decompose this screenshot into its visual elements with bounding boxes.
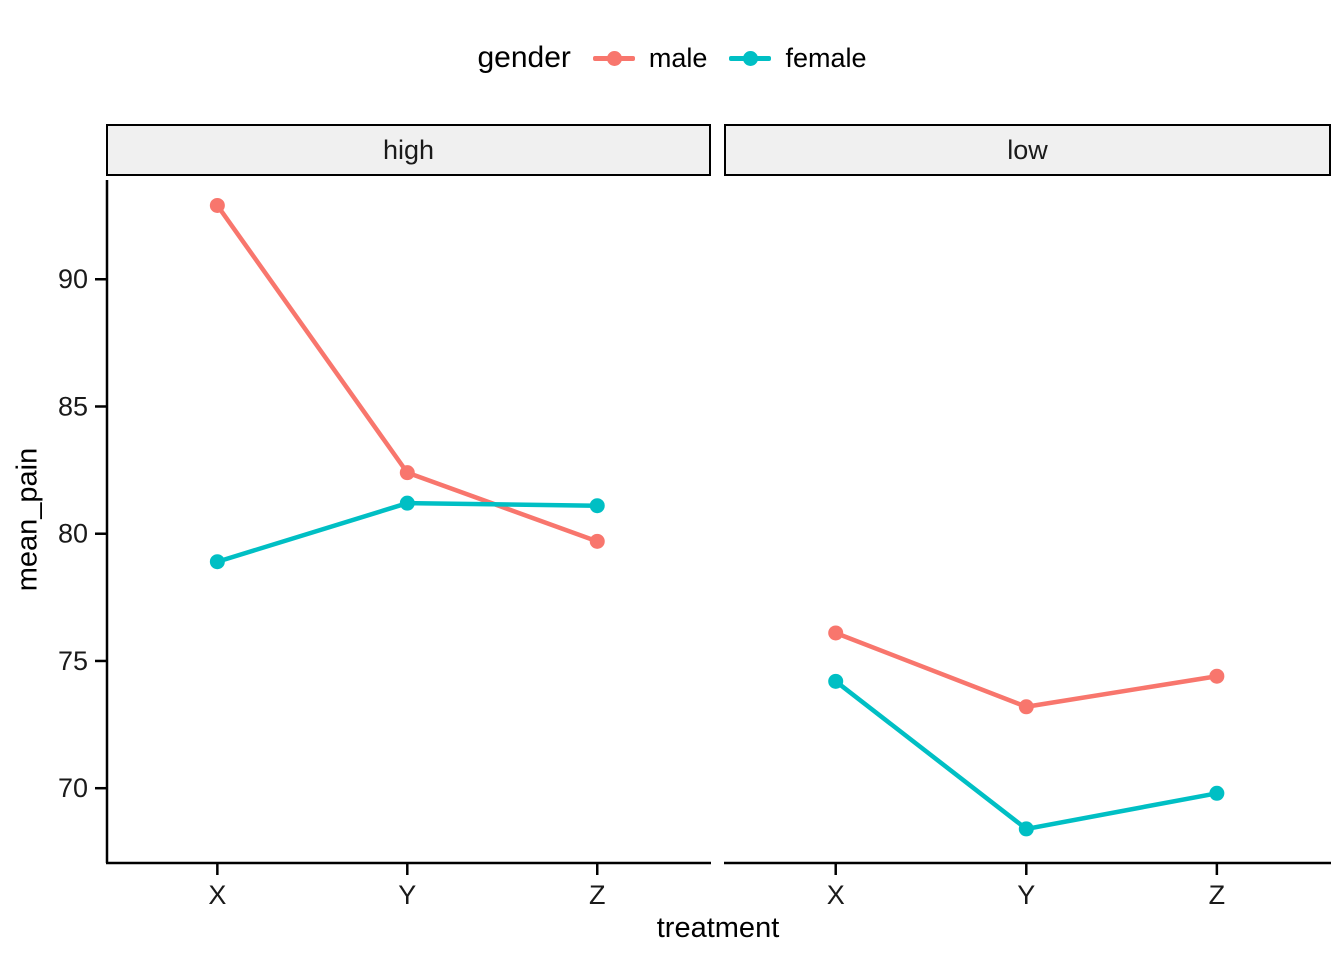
x-tick-label: X: [208, 880, 226, 910]
female-line-point-icon: [729, 43, 772, 73]
series-line-male-low: [833, 630, 1220, 710]
x-tick-label: Z: [589, 880, 606, 910]
y-tick-label: 80: [58, 519, 88, 549]
x-axis-title: treatment: [656, 912, 780, 944]
data-point-female-high-Z: [589, 498, 605, 514]
legend-title: gender: [477, 41, 571, 74]
male-line-point-icon: [592, 43, 635, 73]
y-tick-label: 75: [58, 646, 88, 676]
facet-strip-high: high: [106, 124, 711, 176]
y-tick-label: 85: [58, 391, 88, 421]
data-point-male-low-X: [828, 625, 844, 641]
data-point-male-high-X: [209, 197, 225, 213]
x-tick-label: Z: [1209, 880, 1226, 910]
series-line-female-high: [215, 500, 600, 564]
data-point-male-high-Z: [589, 533, 605, 549]
x-tick-label: Y: [1017, 880, 1035, 910]
legend-item-male: male: [592, 42, 708, 74]
series-line-male-high: [215, 203, 600, 544]
data-point-female-low-Y: [1018, 821, 1034, 837]
legend: gender male female: [0, 28, 1344, 88]
y-tick-label: 90: [58, 264, 88, 294]
legend-label-female: female: [785, 42, 867, 73]
legend-item-female: female: [729, 42, 867, 74]
data-point-female-low-Z: [1209, 785, 1225, 801]
x-tick-label: Y: [398, 880, 416, 910]
data-point-male-low-Y: [1018, 699, 1034, 715]
data-point-female-high-X: [209, 554, 225, 570]
legend-label-male: male: [648, 42, 708, 73]
y-tick-label: 70: [58, 773, 88, 803]
data-point-female-low-X: [828, 673, 844, 689]
data-point-male-high-Y: [399, 465, 415, 481]
data-point-male-low-Z: [1209, 668, 1225, 684]
x-tick-label: X: [827, 880, 845, 910]
data-point-female-high-Y: [399, 495, 415, 511]
facet-strip-low: low: [724, 124, 1331, 176]
